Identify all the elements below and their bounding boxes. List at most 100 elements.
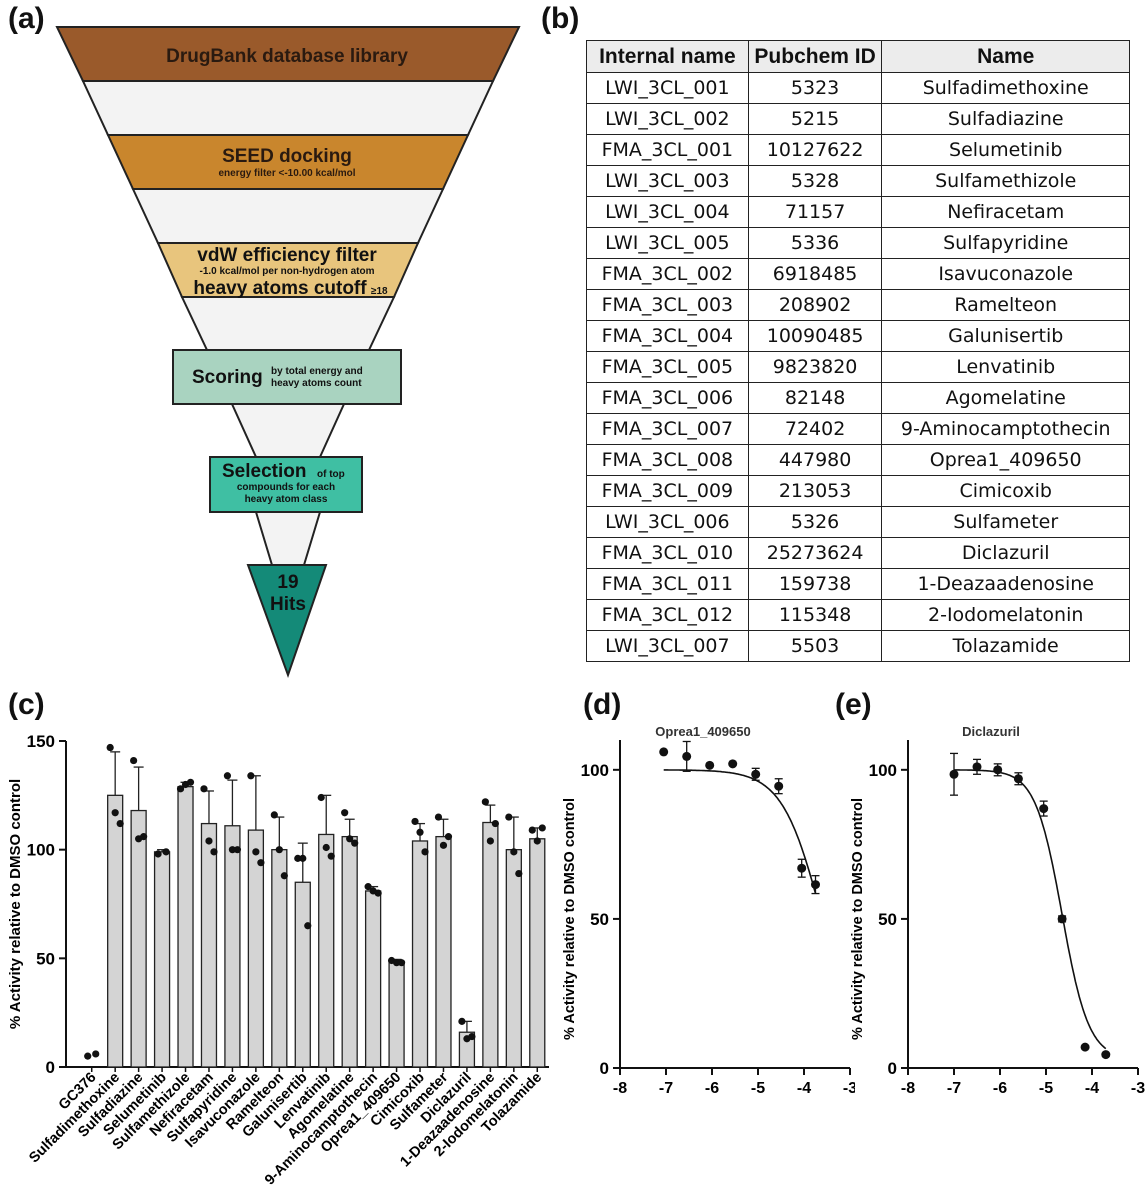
- replicate-point: [233, 846, 242, 854]
- replicate-point: [322, 843, 330, 852]
- replicate-point: [439, 841, 448, 849]
- data-point: [949, 769, 959, 779]
- funnel-gap-3: [180, 296, 396, 351]
- data-point: [1080, 1042, 1090, 1052]
- table-row: FMA_3CL_012 115348 2-Iodomelatonin: [586, 599, 1130, 631]
- table-row: FMA_3CL_002 6918485 Isavuconazole: [586, 258, 1130, 290]
- replicate-point: [299, 854, 307, 862]
- replicate-point: [491, 819, 499, 828]
- cell-pubchem-id: 82148: [747, 382, 883, 414]
- bar: [153, 851, 171, 1068]
- table-row: LWI_3CL_005 5336 Sulfapyridine: [586, 227, 1130, 259]
- funnel-gap-5: [254, 511, 322, 566]
- cell-name: Agomelatine: [881, 382, 1130, 414]
- y-tick-label: 150: [27, 732, 55, 751]
- cell-name: 9-Aminocamptothecin: [881, 413, 1130, 445]
- cell-name: Cimicoxib: [881, 475, 1130, 507]
- data-point: [659, 747, 669, 757]
- y-tick-label: 100: [27, 841, 55, 860]
- column-header-pubchem-id: Pubchem ID: [747, 40, 883, 73]
- replicate-point: [538, 824, 546, 832]
- replicate-point: [533, 837, 541, 845]
- x-tick-label: -4: [1085, 1080, 1099, 1097]
- cell-name: Oprea1_409650: [881, 444, 1130, 476]
- cell-pubchem-id: 5326: [747, 506, 883, 538]
- replicate-point: [200, 785, 208, 793]
- replicate-point: [116, 819, 124, 828]
- data-point: [728, 759, 738, 769]
- replicate-point: [468, 1032, 476, 1041]
- replicate-point: [205, 837, 213, 845]
- y-tick-label: 50: [878, 910, 897, 929]
- replicate-point: [247, 772, 255, 780]
- cell-pubchem-id: 159738: [747, 568, 883, 600]
- cell-pubchem-id: 10127622: [747, 134, 883, 166]
- data-point: [811, 880, 820, 890]
- y-axis-label: % Activity relative to DMSO control: [850, 798, 866, 1040]
- replicate-point: [210, 848, 218, 856]
- cell-internal-name: FMA_3CL_004: [586, 320, 749, 352]
- replicate-point: [374, 889, 382, 897]
- selection-box: [209, 456, 363, 513]
- table-row: FMA_3CL_001 10127622 Selumetinib: [586, 134, 1130, 166]
- replicate-point: [317, 793, 325, 802]
- bar: [130, 809, 147, 1068]
- panel-label-a: (a): [8, 2, 45, 35]
- compound-table: Internal name Pubchem ID Name LWI_3CL_00…: [586, 40, 1130, 662]
- replicate-point: [505, 813, 513, 821]
- replicate-point: [111, 809, 119, 817]
- y-tick-label: 100: [869, 761, 897, 780]
- x-tick-label: -6: [705, 1080, 719, 1097]
- cell-name: Selumetinib: [881, 134, 1130, 166]
- x-tick-label: -7: [659, 1080, 673, 1097]
- cell-pubchem-id: 447980: [747, 444, 883, 476]
- replicate-point: [364, 883, 372, 891]
- replicate-point: [411, 817, 419, 826]
- table-row: LWI_3CL_002 5215 Sulfadiazine: [586, 103, 1130, 135]
- table-row: LWI_3CL_003 5328 Sulfamethizole: [586, 165, 1130, 197]
- stage-selection-sub2: compounds for each: [237, 482, 335, 493]
- x-tick-label: -8: [901, 1080, 915, 1097]
- replicate-point: [223, 772, 232, 780]
- compound-table-wrapper: Internal name Pubchem ID Name LWI_3CL_00…: [586, 40, 1130, 662]
- cell-internal-name: LWI_3CL_001: [586, 72, 749, 104]
- bar: [200, 822, 218, 1068]
- stage-selection-sub1: of top: [317, 469, 345, 480]
- replicate-point: [510, 848, 518, 856]
- data-point: [1101, 1050, 1111, 1060]
- cell-internal-name: FMA_3CL_008: [586, 444, 749, 476]
- data-point: [972, 762, 982, 772]
- bar: [341, 835, 358, 1068]
- panel-label-e: (e): [835, 688, 872, 721]
- stage-vdw-cut: heavy atoms cutoff: [193, 278, 367, 299]
- funnel-gap-2: [131, 188, 445, 244]
- data-point: [1057, 914, 1067, 924]
- x-tick-label: -3: [1131, 1080, 1145, 1097]
- cell-pubchem-id: 71157: [747, 196, 883, 228]
- cell-pubchem-id: 5215: [747, 103, 883, 135]
- table-row: LWI_3CL_004 71157 Nefiracetam: [586, 196, 1130, 228]
- y-tick-label: 50: [36, 949, 55, 968]
- cell-internal-name: LWI_3CL_006: [586, 506, 749, 538]
- data-point: [993, 765, 1003, 775]
- cell-pubchem-id: 10090485: [747, 320, 883, 352]
- replicate-point: [341, 809, 349, 817]
- panel-label-c: (c): [8, 688, 45, 721]
- cell-pubchem-id: 9823820: [747, 351, 883, 383]
- table-row: LWI_3CL_006 5326 Sulfameter: [586, 506, 1130, 538]
- data-point: [774, 781, 784, 791]
- cell-name: Lenvatinib: [881, 351, 1130, 383]
- panel-label-d: (d): [583, 688, 622, 721]
- replicate-point: [294, 854, 302, 862]
- table-row: FMA_3CL_003 208902 Ramelteon: [586, 289, 1130, 321]
- bar: [364, 890, 382, 1068]
- stage-vdw-sub: -1.0 kcal/mol per non-hydrogen atom: [199, 266, 374, 277]
- replicate-point: [434, 813, 443, 821]
- replicate-point: [346, 835, 354, 843]
- replicate-point: [228, 846, 237, 854]
- cell-internal-name: FMA_3CL_007: [586, 413, 749, 445]
- stage-hits-label: Hits: [270, 594, 306, 615]
- fit-curve: [663, 769, 817, 894]
- replicate-point: [528, 826, 536, 834]
- stage-selection-title: Selection: [222, 461, 306, 482]
